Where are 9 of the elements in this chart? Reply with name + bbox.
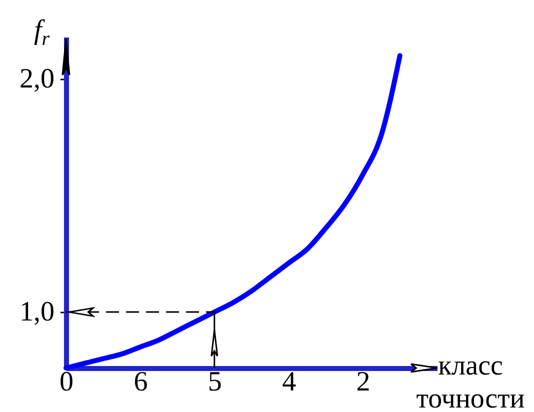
y-tick-label: 1,0 [20, 296, 54, 328]
x-axis-title: класс точности [416, 350, 525, 412]
x-tick-label: 4 [282, 366, 296, 398]
y-tick-label: 2,0 [20, 63, 54, 94]
y-axis-title: f$_{r}$ [34, 15, 50, 50]
x-tick-label: 2 [356, 366, 370, 398]
x-tick-label: 0 [60, 366, 74, 398]
x-tick-label: 5 [208, 366, 222, 398]
x-tick-label: 6 [134, 366, 148, 398]
